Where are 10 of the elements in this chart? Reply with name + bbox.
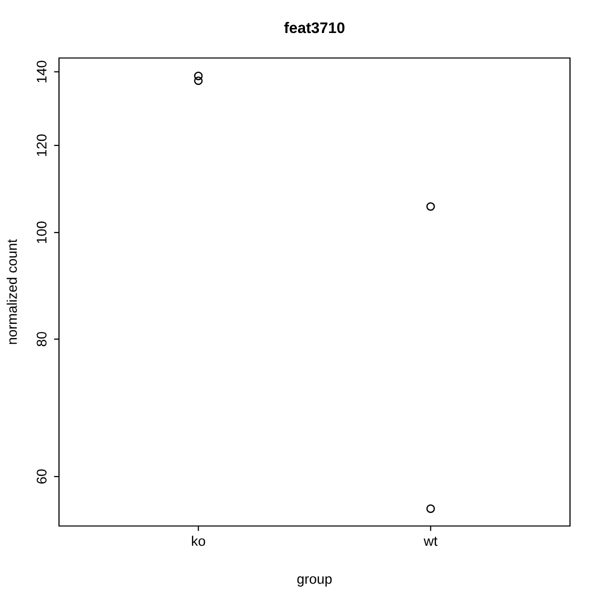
y-tick-label: 100 [36, 221, 47, 244]
x-axis-title: group [297, 576, 332, 587]
y-tick-label: 60 [36, 469, 47, 484]
chart-title: feat3710 [284, 22, 344, 34]
x-tick-label: wt [424, 536, 438, 546]
x-tick-label: ko [192, 536, 206, 546]
y-axis-title: normalized count [6, 239, 17, 344]
y-tick-label: 80 [36, 332, 47, 346]
y-tick-label: 140 [36, 60, 47, 82]
y-tick-label: 120 [36, 134, 47, 156]
